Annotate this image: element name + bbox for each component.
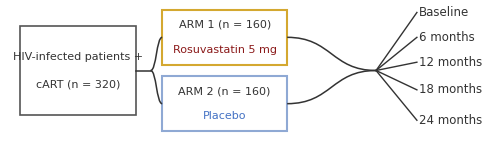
- FancyBboxPatch shape: [20, 26, 136, 115]
- Text: 12 months: 12 months: [420, 56, 482, 69]
- Text: cART (n = 320): cART (n = 320): [36, 79, 120, 89]
- Text: ARM 1 (n = 160): ARM 1 (n = 160): [178, 20, 271, 30]
- Text: Baseline: Baseline: [420, 6, 470, 19]
- Text: Rosuvastatin 5 mg: Rosuvastatin 5 mg: [172, 45, 277, 55]
- Text: 6 months: 6 months: [420, 31, 475, 44]
- Text: ARM 2 (n = 160): ARM 2 (n = 160): [178, 86, 271, 96]
- Text: HIV-infected patients +: HIV-infected patients +: [13, 52, 143, 62]
- FancyBboxPatch shape: [162, 10, 287, 65]
- Text: Placebo: Placebo: [203, 111, 246, 121]
- Text: 18 months: 18 months: [420, 83, 482, 96]
- FancyBboxPatch shape: [162, 76, 287, 131]
- Text: 24 months: 24 months: [420, 114, 482, 127]
